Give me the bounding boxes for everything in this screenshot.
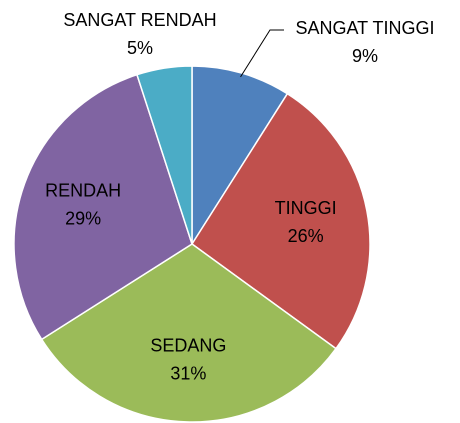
slice-value: 26%	[288, 226, 324, 246]
slice-value: 5%	[127, 38, 153, 58]
slice-label: SANGAT RENDAH	[63, 10, 216, 30]
slice-value: 31%	[170, 363, 206, 383]
pie-slice	[136, 65, 193, 245]
pie-slice	[191, 65, 289, 247]
pie-slice	[190, 92, 371, 350]
slice-label: SANGAT TINGGI	[295, 18, 434, 38]
slice-value: 9%	[352, 46, 378, 66]
slice-label: RENDAH	[45, 181, 121, 201]
slice-label: SEDANG	[150, 335, 226, 355]
pie-slice	[40, 243, 338, 423]
slice-value: 29%	[65, 209, 101, 229]
leader-line	[240, 29, 284, 78]
slice-label: TINGGI	[275, 198, 337, 218]
pie-slice	[13, 73, 193, 341]
